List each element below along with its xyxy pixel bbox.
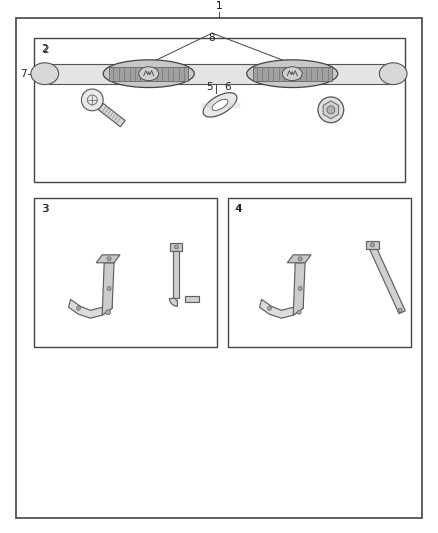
Circle shape (107, 257, 111, 261)
Text: 6: 6 (224, 82, 230, 92)
Polygon shape (185, 296, 199, 302)
Text: 1: 1 (215, 1, 223, 11)
Circle shape (77, 306, 81, 310)
Text: 1: 1 (215, 1, 223, 11)
Circle shape (327, 106, 335, 114)
Ellipse shape (203, 93, 237, 117)
Circle shape (106, 310, 111, 314)
Circle shape (81, 89, 103, 111)
Polygon shape (365, 241, 379, 249)
Polygon shape (102, 263, 114, 315)
Ellipse shape (283, 67, 302, 80)
Ellipse shape (139, 67, 159, 80)
Text: 7: 7 (20, 69, 27, 79)
Bar (34, 38, 405, 182)
Circle shape (298, 287, 302, 290)
Circle shape (268, 306, 272, 310)
Text: 2: 2 (41, 44, 47, 54)
Ellipse shape (31, 63, 59, 85)
Bar (34, 198, 217, 347)
Text: 4: 4 (236, 204, 243, 214)
Text: 4: 4 (235, 204, 241, 214)
Polygon shape (293, 263, 305, 315)
Polygon shape (68, 300, 112, 318)
Text: 5: 5 (206, 82, 213, 92)
Polygon shape (99, 103, 125, 127)
Bar (228, 198, 411, 347)
Text: 2: 2 (42, 45, 49, 55)
Polygon shape (368, 244, 405, 314)
Bar (253, 67, 332, 80)
Ellipse shape (379, 63, 407, 85)
Circle shape (174, 245, 178, 249)
Ellipse shape (247, 60, 338, 87)
Polygon shape (173, 251, 180, 298)
Circle shape (318, 97, 344, 123)
Bar (109, 67, 188, 80)
Ellipse shape (103, 60, 194, 87)
Circle shape (298, 257, 302, 261)
Text: 3: 3 (42, 204, 49, 214)
Text: 3: 3 (41, 204, 47, 214)
Polygon shape (96, 255, 120, 263)
Text: 8: 8 (208, 33, 215, 43)
Polygon shape (170, 243, 182, 251)
Circle shape (398, 308, 402, 312)
Bar (49, 64, 389, 84)
Polygon shape (323, 101, 339, 119)
Circle shape (107, 287, 111, 290)
Circle shape (371, 243, 374, 247)
Ellipse shape (212, 99, 228, 110)
Polygon shape (260, 300, 303, 318)
Polygon shape (170, 298, 177, 306)
Circle shape (297, 310, 301, 314)
Polygon shape (287, 255, 311, 263)
